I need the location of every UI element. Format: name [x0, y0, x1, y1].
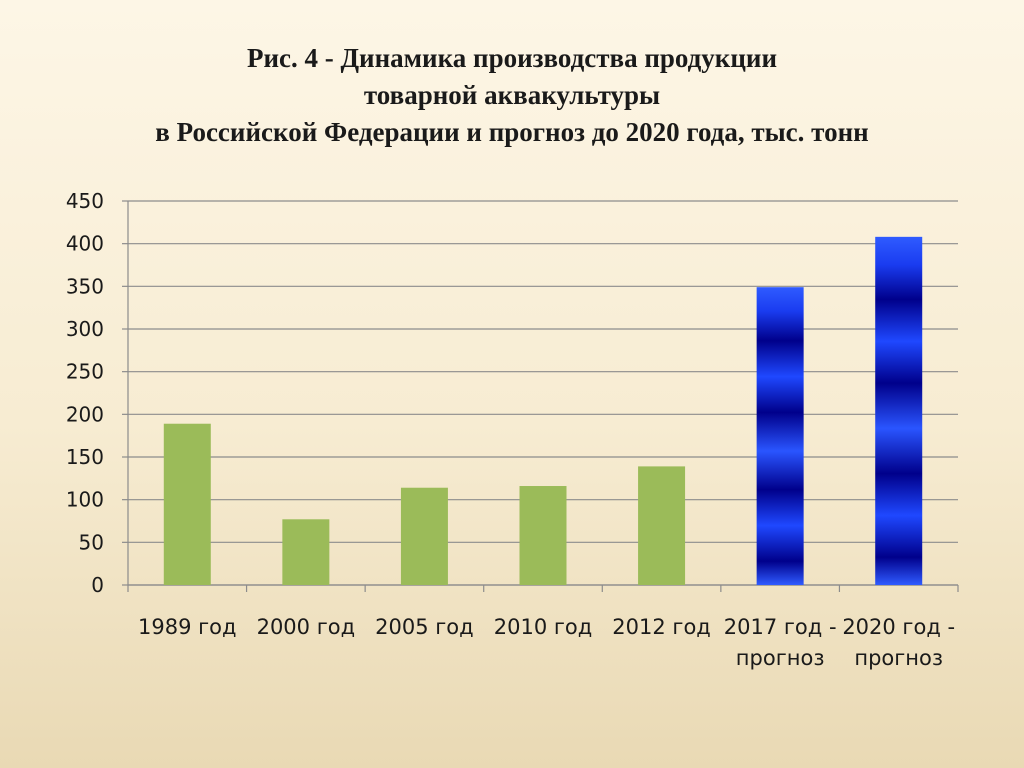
bar-forecast [756, 287, 804, 585]
bar [638, 466, 686, 585]
bar [400, 487, 448, 585]
y-tick-label: 0 [91, 573, 104, 597]
bar [282, 519, 330, 585]
y-tick-label: 400 [66, 232, 104, 256]
gridlines [128, 200, 958, 586]
chart-title-line-2: товарной аквакультуры [363, 80, 661, 110]
y-tick-label: 300 [66, 317, 104, 341]
x-category-label: 2005 год [375, 615, 474, 639]
y-tick-label: 200 [66, 402, 104, 426]
x-category-label: 2010 год [494, 615, 593, 639]
x-category-label: 2000 год [257, 615, 356, 639]
y-tick-label: 250 [66, 360, 104, 384]
x-category-label: 1989 год [138, 615, 237, 639]
y-tick-label: 450 [66, 189, 104, 213]
x-category-label: 2017 год - [724, 615, 837, 639]
bars [163, 236, 923, 585]
x-category-label: 2012 год [612, 615, 711, 639]
chart-title: Рис. 4 - Динамика производства продукции… [60, 40, 964, 151]
x-category-label: прогноз [854, 646, 943, 670]
y-tick-label: 350 [66, 274, 104, 298]
bar [519, 486, 567, 585]
chart-title-line-1: Рис. 4 - Динамика производства продукции [246, 43, 778, 73]
x-category-label: прогноз [736, 646, 825, 670]
x-category-label: 2020 год - [842, 615, 955, 639]
y-tick-label: 50 [79, 530, 104, 554]
bar-forecast [875, 236, 923, 585]
labels: 0 50 100 150 200 250 300 350 400 450 1989 год 2000 … [66, 189, 955, 670]
y-tick-label: 150 [66, 445, 104, 469]
chart-title-line-3: в Российской Федерации и прогноз до 2020… [155, 117, 869, 147]
y-tick-label: 100 [66, 488, 104, 512]
bar [163, 423, 211, 585]
